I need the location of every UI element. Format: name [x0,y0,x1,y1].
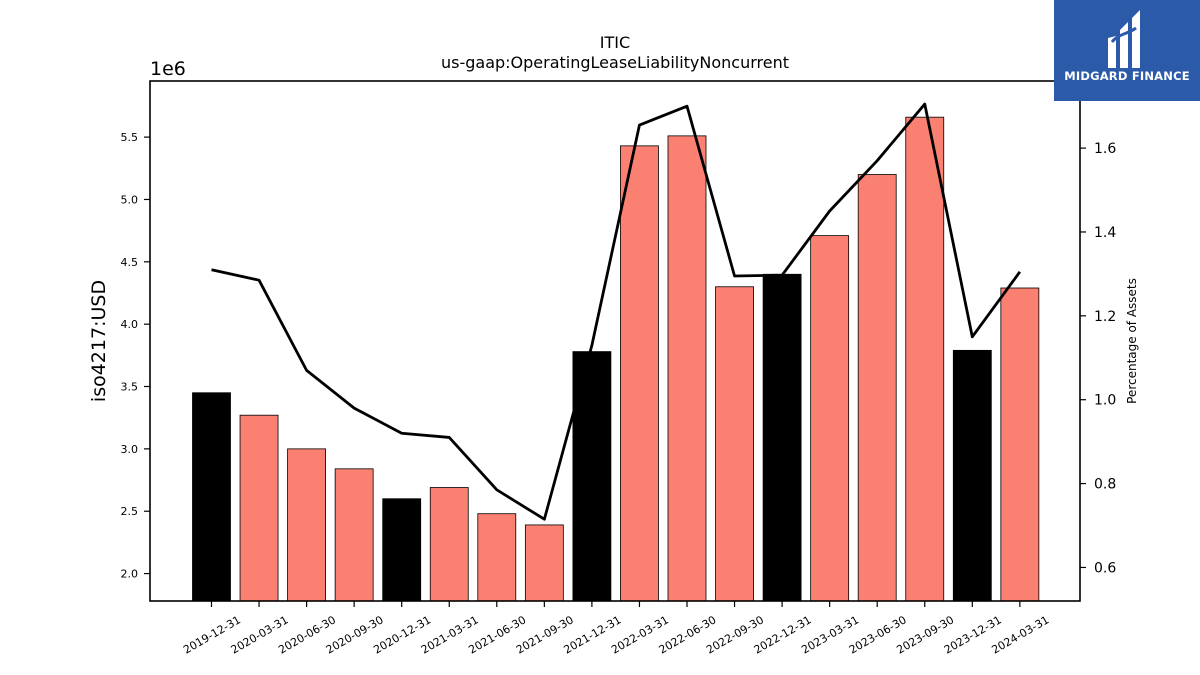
bar-2023-12-31 [952,349,992,602]
bar-2021-03-31 [429,487,469,602]
y2-tick-label: 1.6 [1094,141,1116,157]
y-axis-label: iso4217:USD [88,280,110,402]
y-tick-label: 4.0 [121,318,139,331]
midgard-logo-icon [1108,10,1140,68]
bars-group [192,116,1040,602]
brand-logo-text: MIDGARD FINANCE [1064,69,1190,83]
bar-2020-09-30 [334,468,374,602]
bar-2023-06-30 [857,174,897,602]
y-offset-label: 1e6 [150,58,186,80]
y2-tick-label: 0.6 [1094,560,1116,576]
y-tick-label: 4.5 [121,256,139,269]
bar-2021-06-30 [477,513,517,602]
chart-subtitle: us-gaap:OperatingLeaseLiabilityNoncurren… [441,53,789,72]
bar-2022-06-30 [667,135,707,602]
y2-tick-label: 1.0 [1094,393,1116,409]
y-tick-label: 3.0 [121,443,139,456]
bar-2022-12-31 [762,273,802,602]
bar-2020-03-31 [239,414,279,602]
bar-2024-03-31 [1000,287,1040,602]
bar-2019-12-31 [192,392,231,602]
brand-logo: MIDGARD FINANCE [1054,0,1200,101]
y2-tick-label: 1.2 [1094,309,1116,325]
plot-frame [149,80,1081,602]
y-tick-label: 5.5 [121,131,139,144]
y-tick-label: 2.0 [121,568,139,581]
percentage-of-assets-line [211,102,1021,521]
y-tick-label: 5.0 [121,193,139,206]
bar-2020-12-31 [382,498,422,602]
ratio-line-group [211,102,1021,521]
bar-2022-09-30 [715,286,754,602]
y-tick-label: 2.5 [121,505,139,518]
y2-axis-label: Percentage of Assets [1125,278,1139,404]
bar-2020-06-30 [287,448,327,602]
bar-2023-03-31 [810,235,850,602]
bar-2022-03-31 [620,145,659,602]
bar-2023-09-30 [905,116,945,602]
chart-title: ITIC [600,33,630,52]
bar-2021-09-30 [524,524,564,602]
y2-tick-label: 0.8 [1094,477,1116,493]
y-tick-label: 3.5 [121,381,139,394]
y2-tick-label: 1.4 [1094,225,1116,241]
